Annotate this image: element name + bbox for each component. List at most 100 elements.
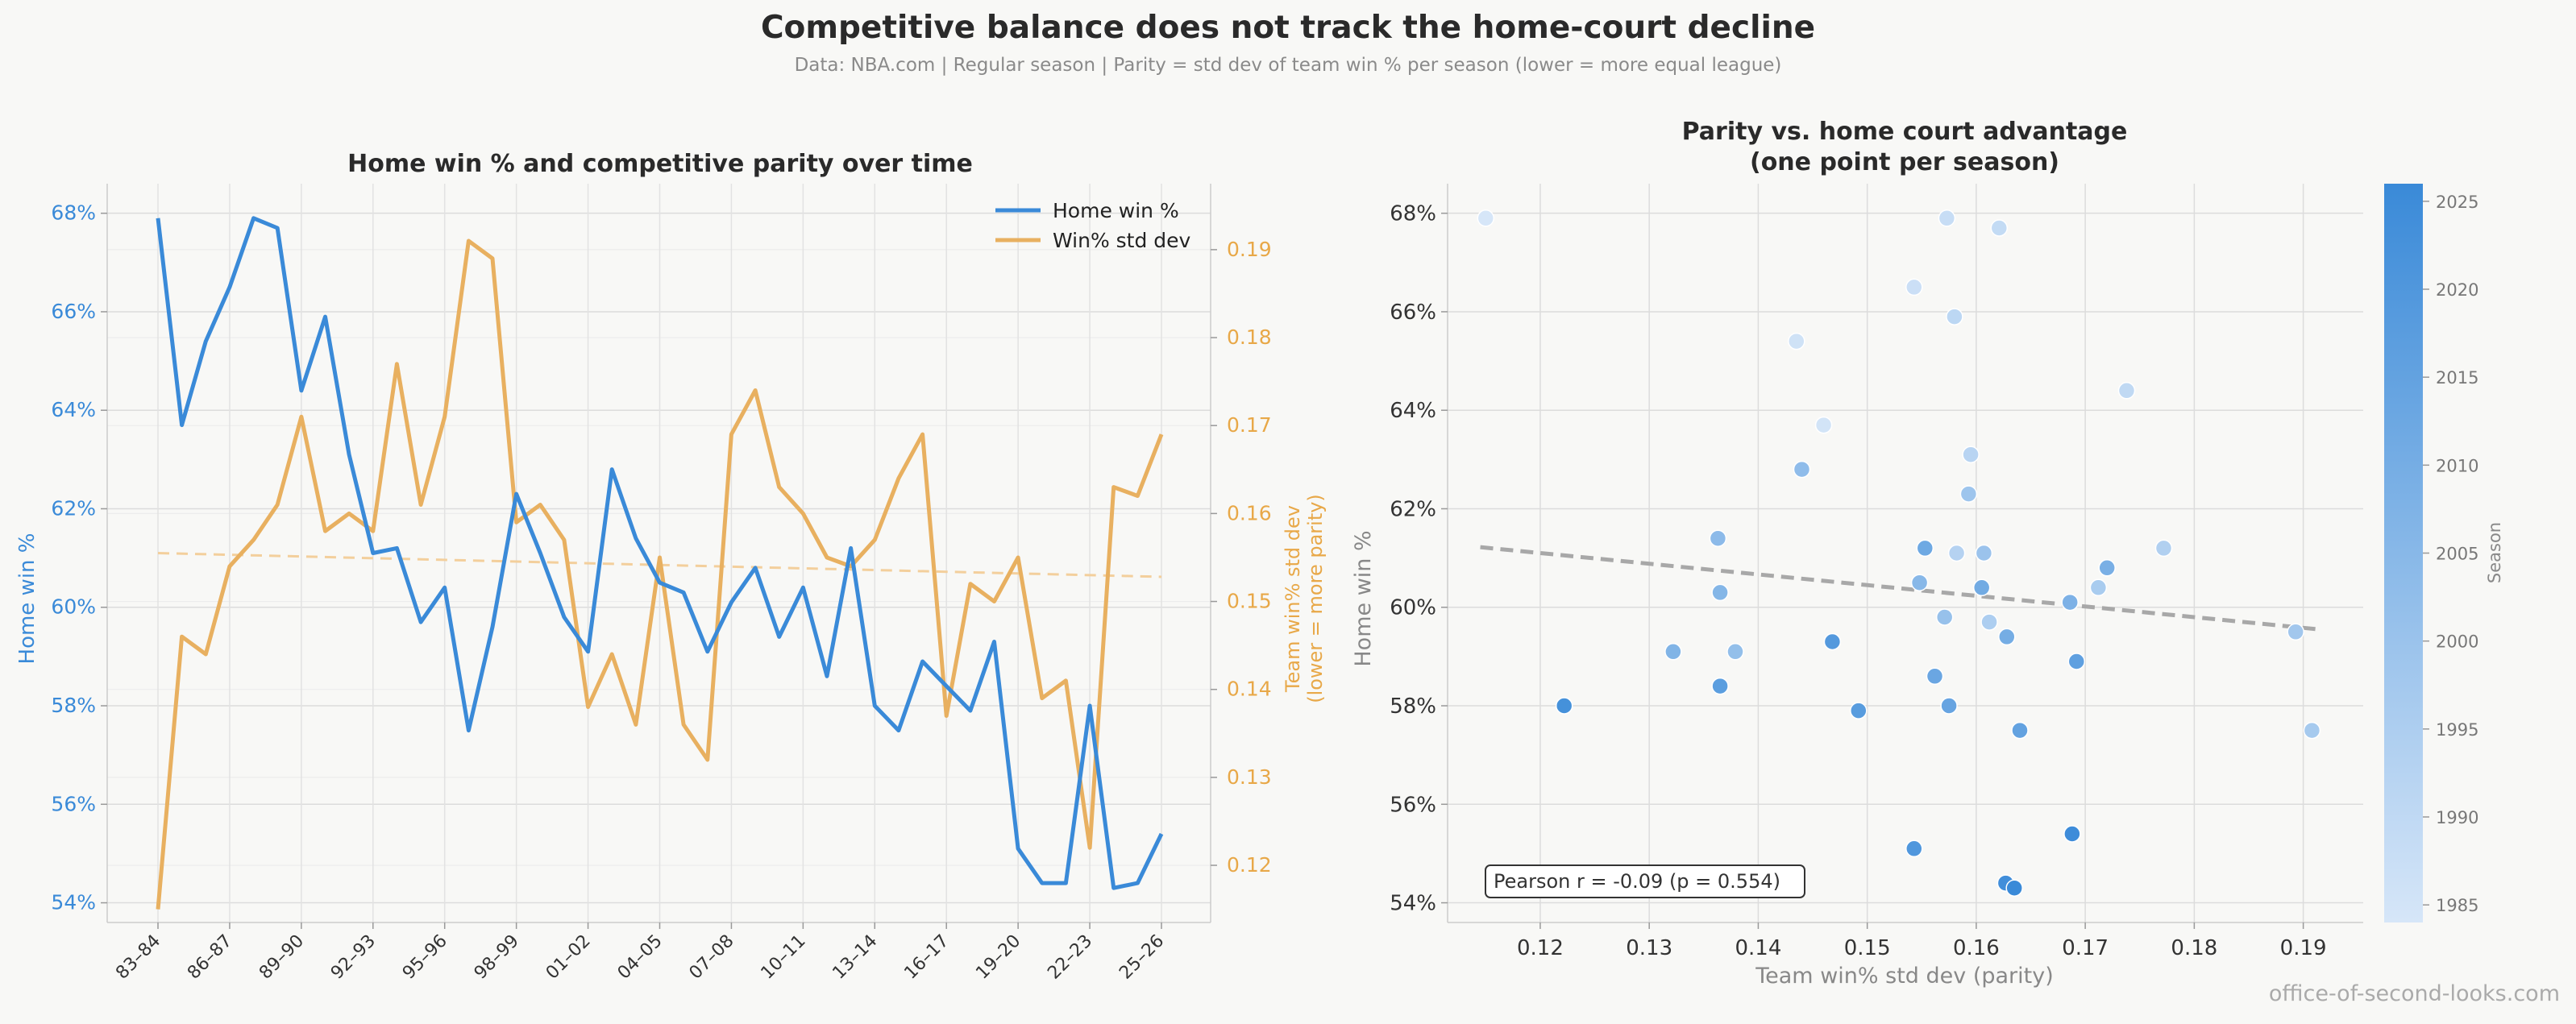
colorbar-tick-label: 2010	[2436, 456, 2478, 475]
colorbar-tick-label: 1985	[2436, 896, 2478, 915]
scatter-point	[1935, 608, 1954, 626]
watermark: office-of-second-looks.com	[2268, 981, 2560, 1006]
scatter-point	[1555, 697, 1573, 715]
right-y-tick-label: 62%	[1390, 497, 1436, 521]
right-chart-title-line2: (one point per season)	[1750, 148, 2059, 176]
left-y-tick-label: 58%	[51, 694, 96, 717]
right-y-axis-label: Home win %	[1351, 530, 1376, 666]
scatter-point	[1823, 632, 1842, 651]
scatter-point	[1711, 677, 1729, 695]
right-x-tick-label: 0.17	[2062, 936, 2109, 960]
scatter-point	[1850, 702, 1868, 719]
scatter-point	[1664, 643, 1682, 661]
colorbar	[2384, 184, 2423, 922]
colorbar-tick-label: 2000	[2436, 632, 2478, 652]
legend-label: Home win %	[1053, 199, 1179, 222]
right-x-axis-label: Team win% std dev (parity)	[1755, 964, 2053, 989]
scatter-point	[1905, 278, 1923, 296]
left-y2-tick-label: 0.18	[1227, 325, 1272, 349]
figure-title: Competitive balance does not track the h…	[760, 10, 1816, 46]
scatter-point	[1990, 219, 2009, 237]
left-y-tick-label: 54%	[51, 891, 96, 914]
left-y-tick-label: 68%	[51, 201, 96, 225]
right-y-tick-label: 54%	[1390, 892, 1436, 916]
left-y2-tick-label: 0.17	[1227, 413, 1272, 437]
parity-series-line	[156, 238, 1164, 910]
left-y2-tick-label: 0.16	[1227, 501, 1272, 524]
right-y-tick-label: 68%	[1390, 202, 1436, 226]
scatter-point	[1980, 613, 1998, 631]
left-y2-tick-label: 0.19	[1227, 238, 1272, 261]
colorbar-label: Season	[2485, 522, 2504, 583]
right-y-tick-label: 58%	[1390, 694, 1436, 719]
left-y2-tick-label: 0.12	[1227, 853, 1272, 877]
scatter-point	[2063, 825, 2081, 843]
scatter-point	[1959, 485, 1978, 503]
left-y-axis-label: Home win %	[15, 533, 39, 665]
right-chart-title-line1: Parity vs. home court advantage	[1682, 118, 2128, 146]
left-chart-title: Home win % and competitive parity over t…	[347, 150, 973, 178]
scatter-point	[1975, 544, 1993, 562]
left-y2-axis-label-line1: Team win% std dev	[1282, 505, 1304, 693]
right-grid	[1448, 184, 2363, 922]
scatter-point	[1793, 460, 1811, 479]
left-y2-tick-label: 0.15	[1227, 590, 1272, 613]
scatter-point	[1946, 308, 1963, 325]
colorbar-tick-label: 1995	[2436, 720, 2478, 740]
scatter-point	[2303, 721, 2321, 740]
pearson-annotation: Pearson r = -0.09 (p = 0.554)	[1485, 864, 1805, 898]
scatter-point	[1947, 544, 1966, 562]
right-x-tick-label: 0.12	[1517, 936, 1564, 960]
right-x-tick-label: 0.13	[1626, 936, 1672, 960]
scatter-point	[1926, 667, 1944, 686]
colorbar-tick-label: 2025	[2436, 193, 2478, 212]
scatter-point	[2005, 879, 2023, 897]
left-y-tick-label: 64%	[51, 398, 96, 421]
left-y-tick-label: 60%	[51, 595, 96, 619]
right-y-tick-label: 60%	[1390, 596, 1436, 620]
colorbar-tick-label: 1990	[2436, 808, 2478, 827]
colorbar-tick-label: 2020	[2436, 280, 2478, 300]
right-x-tick-label: 0.19	[2280, 936, 2327, 960]
scatter-point	[1477, 209, 1495, 227]
right-x-tick-label: 0.16	[1953, 936, 2000, 960]
left-legend: Home win % Win% std dev	[995, 199, 1191, 252]
figure-subtitle: Data: NBA.com | Regular season | Parity …	[794, 55, 1782, 76]
colorbar-tick-label: 2015	[2436, 368, 2478, 388]
left-y-tick-label: 66%	[51, 300, 96, 323]
scatter-point	[1788, 332, 1805, 350]
left-y2-tick-label: 0.13	[1227, 765, 1272, 789]
scatter-point	[1972, 578, 1991, 597]
scatter-point	[1709, 529, 1727, 547]
scatter-point	[1711, 583, 1729, 602]
scatter-point	[1962, 446, 1980, 463]
left-y-tick-label: 56%	[51, 792, 96, 815]
scatter-point	[1916, 539, 1934, 558]
legend-label: Win% std dev	[1053, 229, 1191, 252]
right-y-tick-label: 56%	[1390, 793, 1436, 817]
scatter-point	[1940, 697, 1958, 715]
right-x-tick-label: 0.15	[1844, 936, 1891, 960]
scatter-point	[1814, 416, 1833, 434]
scatter-point	[1910, 574, 1929, 591]
scatter-point	[1938, 209, 1956, 227]
scatter-point	[1726, 643, 1744, 661]
scatter-point	[1905, 840, 1923, 858]
scatter-point	[2154, 539, 2173, 558]
scatter-point	[2067, 653, 2086, 670]
right-y-tick-label: 64%	[1390, 399, 1436, 423]
left-y2-tick-label: 0.14	[1227, 678, 1272, 701]
home-win-series-line	[156, 216, 1164, 890]
left-y-tick-label: 62%	[51, 496, 96, 520]
right-x-tick-label: 0.14	[1735, 936, 1781, 960]
left-y2-axis-label-line2: (lower = more parity)	[1304, 494, 1327, 703]
scatter-point	[2011, 721, 2029, 740]
right-x-tick-label: 0.18	[2171, 936, 2217, 960]
right-y-tick-label: 66%	[1390, 301, 1436, 325]
colorbar-tick-label: 2005	[2436, 545, 2478, 564]
pearson-annotation-text: Pearson r = -0.09 (p = 0.554)	[1494, 870, 1780, 893]
scatter-point	[2061, 593, 2079, 611]
scatter-point	[2287, 623, 2304, 641]
